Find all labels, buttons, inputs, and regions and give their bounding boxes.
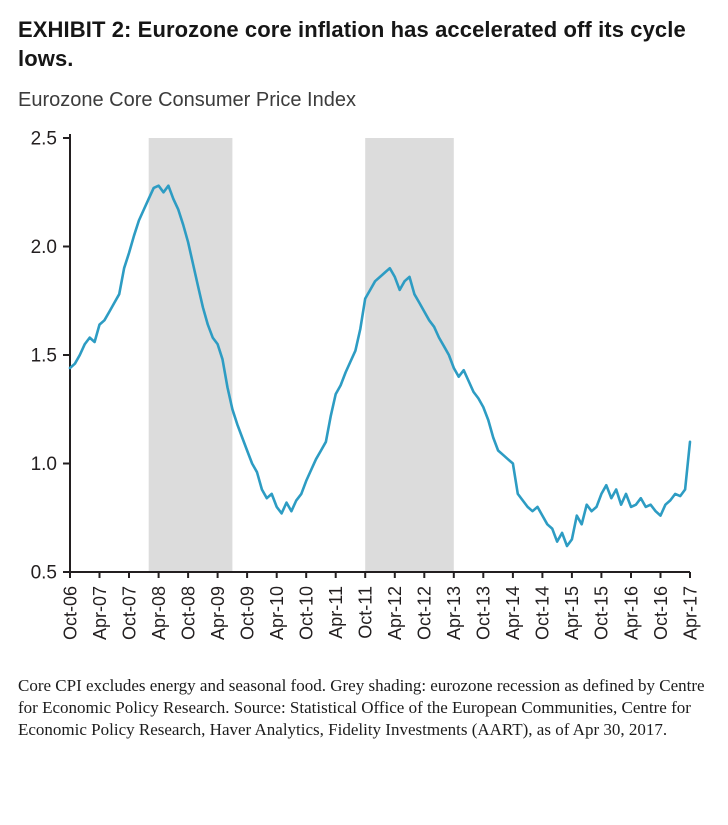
x-tick-label: Oct-16 <box>651 586 671 640</box>
x-tick-label: Apr-15 <box>562 586 582 640</box>
x-tick-label: Oct-08 <box>178 586 198 640</box>
x-tick-label: Oct-09 <box>237 586 257 640</box>
source-footnote: Core CPI excludes energy and seasonal fo… <box>18 676 705 740</box>
exhibit-title: EXHIBIT 2: Eurozone core inflation has a… <box>18 17 686 71</box>
x-tick-label: Apr-14 <box>503 586 523 640</box>
cpi-data-line <box>68 184 692 548</box>
chart-container: 0.5 1.0 1.5 2.0 2.5 Oct-06 Apr-07 Oct-07 Apr-08 O… <box>18 126 708 669</box>
x-tick-label: Oct-15 <box>592 586 612 640</box>
x-tick-label: Oct-13 <box>474 586 494 640</box>
y-tick-label: 2.0 <box>31 237 57 258</box>
y-tick-label: 1.5 <box>31 346 57 367</box>
x-tick-label: Apr-12 <box>385 586 405 640</box>
recession-band <box>365 138 454 573</box>
x-tick-label: Oct-11 <box>356 586 376 639</box>
x-tick-label: Apr-16 <box>621 586 641 640</box>
x-tick-label: Apr-13 <box>444 586 464 640</box>
y-tick-label: 1.0 <box>31 454 57 475</box>
x-tick-label: Oct-14 <box>533 586 553 640</box>
y-tick-label: 0.5 <box>31 563 57 584</box>
chart-subtitle: Eurozone Core Consumer Price Index <box>18 89 356 112</box>
x-tick-label: Oct-07 <box>119 586 139 640</box>
x-tick-label: Apr-11 <box>326 586 346 639</box>
x-tick-label: Apr-17 <box>680 586 700 640</box>
x-tick-label: Apr-09 <box>208 586 228 640</box>
y-tick-label: 2.5 <box>31 129 57 150</box>
cpi-line-chart: 0.5 1.0 1.5 2.0 2.5 Oct-06 Apr-07 Oct-07 Apr-08 O… <box>31 129 701 640</box>
x-tick-label: Oct-06 <box>60 586 80 640</box>
x-tick-label: Oct-10 <box>297 586 317 640</box>
recession-band <box>148 138 233 573</box>
x-tick-label: Oct-12 <box>415 586 435 640</box>
x-tick-label: Apr-08 <box>149 586 169 640</box>
x-tick-label: Apr-07 <box>90 586 110 640</box>
x-tick-label: Apr-10 <box>267 586 287 640</box>
